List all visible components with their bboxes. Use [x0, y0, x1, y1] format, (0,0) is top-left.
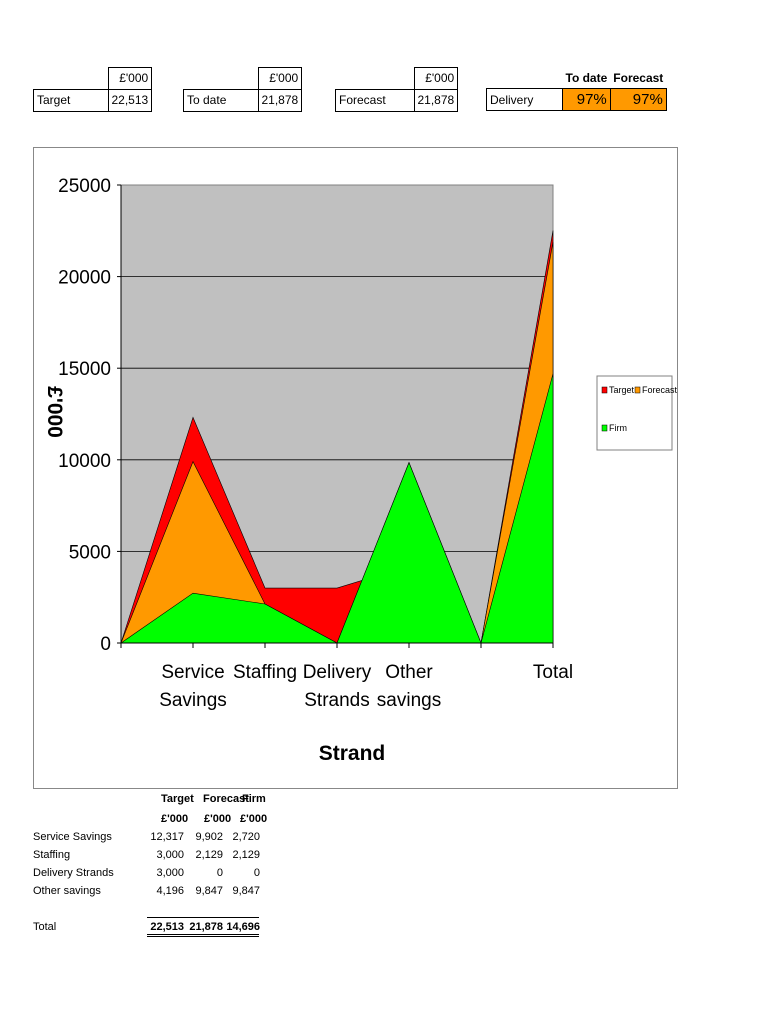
- summary-row-forecast: 9,902: [195, 831, 223, 843]
- kpi-delivery-to-date-pct: 97%: [562, 88, 611, 111]
- x-tick-label: Other: [385, 662, 433, 683]
- summary-row-forecast: 0: [216, 867, 223, 879]
- legend-label-firm: Firm: [609, 423, 627, 433]
- summary-row-firm: 2,129: [232, 849, 260, 861]
- kpi-to-date-header: £'000: [257, 67, 303, 90]
- summary-row-target: 3,000: [156, 849, 184, 861]
- area-chart: 0 5000 10000 15000 20000 25000 Service Savings S…: [43, 176, 678, 765]
- total-double-rule: [147, 934, 259, 937]
- kpi-forecast-header: £'000: [413, 67, 459, 90]
- summary-row-target: 4,196: [156, 885, 184, 897]
- summary-row-target: 3,000: [156, 867, 184, 879]
- kpi-forecast-value: 21,878: [413, 88, 459, 112]
- x-tick-label: Service: [161, 662, 224, 683]
- summary-row-firm: 0: [253, 867, 260, 879]
- summary-total-label: Total: [33, 921, 57, 933]
- kpi-target: £'000 Target 22,513: [33, 67, 153, 112]
- kpi-delivery-forecast-pct: 97%: [609, 88, 667, 111]
- y-axis-title: £'000: [43, 386, 66, 438]
- x-tick-label: Staffing: [233, 662, 297, 683]
- legend-swatch-target: [601, 386, 608, 394]
- legend-swatch-firm: [601, 424, 608, 432]
- summary-header-forecast: Forecast: [203, 793, 249, 805]
- y-tick-label: 20000: [58, 268, 111, 289]
- legend-swatch-forecast: [634, 386, 641, 394]
- summary-total-firm: 14,696: [226, 921, 260, 933]
- summary-row-forecast: 2,129: [195, 849, 223, 861]
- summary-row-label: Delivery Strands: [33, 867, 114, 879]
- legend-label-forecast: Forecast: [642, 385, 678, 395]
- x-tick-label: Savings: [159, 690, 227, 711]
- summary-total-target: 22,513: [150, 921, 184, 933]
- kpi-forecast-label: Forecast: [335, 88, 415, 112]
- x-tick-label: Delivery: [303, 662, 372, 683]
- summary-row-label: Staffing: [33, 849, 71, 861]
- x-tick-label: savings: [377, 690, 441, 711]
- y-tick-label: 25000: [58, 176, 111, 197]
- y-tick-label: 5000: [69, 542, 111, 563]
- x-tick-label: Strands: [304, 690, 369, 711]
- kpi-forecast: £'000 Forecast 21,878: [335, 67, 459, 112]
- summary-row-label: Other savings: [33, 885, 101, 897]
- summary-header-target: Target: [161, 793, 194, 805]
- area-series-firm: [120, 373, 554, 644]
- kpi-to-date-value: 21,878: [257, 88, 303, 112]
- summary-row-target: 12,317: [150, 831, 184, 843]
- summary-row-label: Service Savings: [33, 831, 112, 843]
- summary-row-firm: 9,847: [232, 885, 260, 897]
- x-axis-title: Strand: [319, 742, 386, 765]
- summary-header-firm: Firm: [242, 793, 266, 805]
- legend-label-target: Target: [609, 385, 635, 395]
- summary-row-forecast: 9,847: [195, 885, 223, 897]
- kpi-delivery-to-date-header: To date: [565, 70, 608, 85]
- y-tick-label: 10000: [58, 451, 111, 472]
- kpi-target-header: £'000: [107, 67, 153, 90]
- total-top-rule: [147, 917, 259, 918]
- kpi-target-label: Target: [33, 88, 109, 112]
- summary-total-forecast: 21,878: [189, 921, 223, 933]
- kpi-delivery-label: Delivery: [486, 88, 563, 111]
- summary-unit-forecast: £'000: [204, 813, 232, 825]
- legend: [596, 375, 673, 451]
- summary-row-firm: 2,720: [232, 831, 260, 843]
- summary-unit-target: £'000: [161, 813, 189, 825]
- y-tick-label: 15000: [58, 359, 111, 380]
- summary-unit-firm: £'000: [240, 813, 268, 825]
- kpi-to-date-label: To date: [183, 88, 259, 112]
- y-tick-label: 0: [100, 634, 111, 655]
- kpi-delivery-forecast-header: Forecast: [613, 70, 664, 85]
- x-tick-label: Total: [533, 662, 573, 683]
- kpi-delivery: To date Forecast Delivery 97% 97%: [486, 67, 667, 111]
- kpi-to-date: £'000 To date 21,878: [183, 67, 303, 112]
- kpi-target-value: 22,513: [107, 88, 153, 112]
- chart-area: 0 5000 10000 15000 20000 25000 Service Savings S…: [33, 147, 678, 789]
